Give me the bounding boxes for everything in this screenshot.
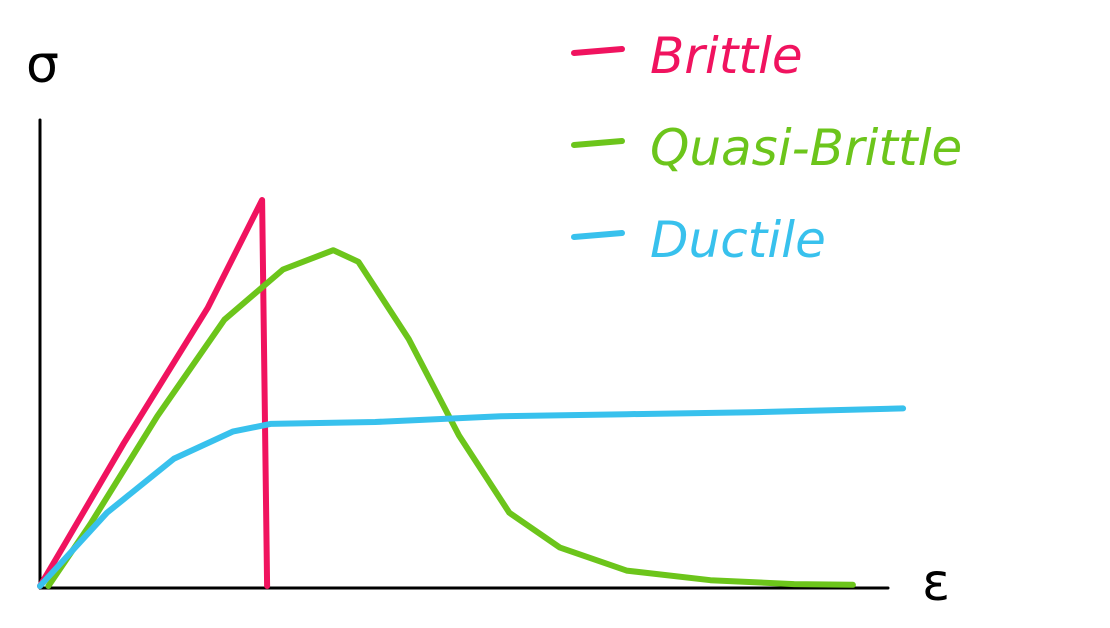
legend-swatch-ductile xyxy=(571,230,625,240)
series-layer xyxy=(37,197,907,589)
x-axis-label: ε xyxy=(922,553,950,613)
legend-swatch-brittle xyxy=(571,46,625,56)
y-axis-label: σ xyxy=(26,35,59,95)
legend-swatch-quasi-brittle xyxy=(571,138,625,148)
series-line-ductile xyxy=(37,405,907,589)
legend-label-ductile: Ductile xyxy=(650,211,826,269)
legend-label-brittle: Brittle xyxy=(650,27,803,85)
series-line-quasi-brittle xyxy=(45,247,856,589)
series-line-brittle xyxy=(37,197,271,589)
legend: Brittle Quasi-Brittle Ductile xyxy=(571,27,962,269)
legend-label-quasi-brittle: Quasi-Brittle xyxy=(650,119,962,177)
